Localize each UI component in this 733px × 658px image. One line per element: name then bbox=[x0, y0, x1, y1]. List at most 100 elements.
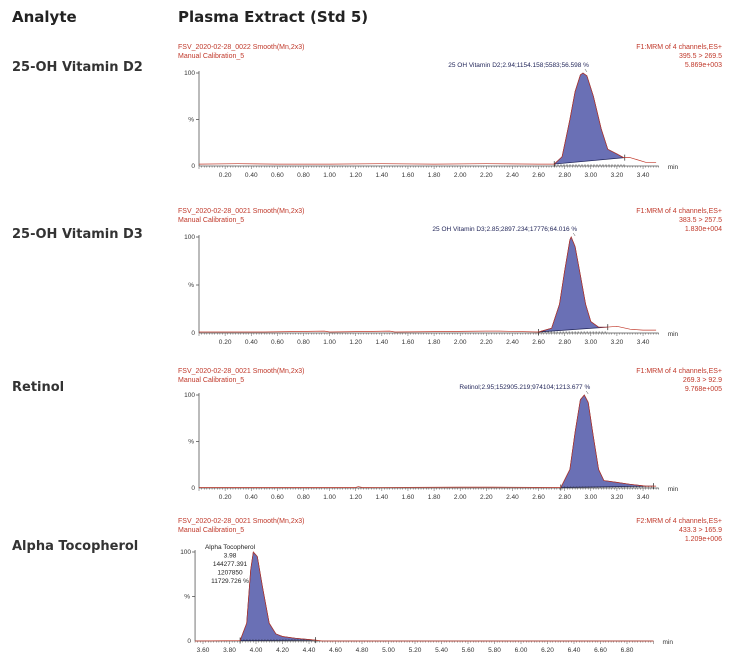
x-tick-label: 2.40 bbox=[506, 494, 519, 501]
x-tick-label: 5.80 bbox=[488, 647, 501, 654]
x-tick-label: 6.40 bbox=[568, 647, 581, 654]
x-axis-label: min bbox=[663, 639, 674, 646]
channel-info: 395.5 > 269.5 bbox=[679, 53, 722, 60]
x-tick-label: 0.20 bbox=[219, 494, 232, 501]
calibration-label: Manual Calibration_5 bbox=[178, 53, 244, 60]
x-tick-label: 3.40 bbox=[637, 494, 650, 501]
plasma-extract-column-header: Plasma Extract (Std 5) bbox=[178, 8, 369, 26]
x-tick-label: 1.60 bbox=[402, 494, 415, 501]
x-tick-label: 0.40 bbox=[245, 172, 258, 179]
x-tick-label: 2.60 bbox=[532, 172, 545, 179]
x-tick-label: 3.60 bbox=[197, 647, 210, 654]
x-tick-label: 1.60 bbox=[402, 339, 415, 346]
analyte-column-header: Analyte bbox=[12, 8, 77, 26]
x-tick-label: 1.40 bbox=[376, 339, 389, 346]
channel-info: F1:MRM of 4 channels,ES+ bbox=[636, 368, 722, 375]
x-tick-label: 1.80 bbox=[428, 172, 441, 179]
x-tick-label: 1.40 bbox=[376, 494, 389, 501]
x-tick-label: 0.80 bbox=[297, 494, 310, 501]
channel-info: 5.869e+003 bbox=[685, 62, 722, 69]
analyte-label-vitamin-d2: 25-OH Vitamin D2 bbox=[12, 60, 143, 75]
peak-label: Retinol;2.95;152905.219;974104;1213.677 … bbox=[459, 384, 590, 391]
analyte-label-vitamin-d3: 25-OH Vitamin D3 bbox=[12, 227, 143, 242]
y-tick-label: 0 bbox=[191, 163, 195, 170]
channel-info: 1.830e+004 bbox=[685, 226, 722, 233]
file-label: FSV_2020-02-28_0021 Smooth(Mn,2x3) bbox=[178, 518, 304, 525]
analyte-label-alpha-tocopherol: Alpha Tocopherol bbox=[12, 539, 139, 554]
peak-label: 3.98 bbox=[224, 553, 237, 560]
x-tick-label: 0.80 bbox=[297, 172, 310, 179]
chromatogram-trace bbox=[198, 72, 657, 165]
x-tick-label: 1.80 bbox=[428, 494, 441, 501]
peak-label: 144277.391 bbox=[213, 561, 248, 568]
y-tick-label: 0 bbox=[191, 330, 195, 337]
x-tick-label: 3.00 bbox=[584, 339, 597, 346]
channel-info: 9.768e+005 bbox=[685, 386, 722, 393]
peak-label: 1207850 bbox=[217, 570, 243, 577]
x-tick-label: 0.60 bbox=[271, 494, 284, 501]
x-tick-label: 2.20 bbox=[480, 494, 493, 501]
x-tick-label: 6.80 bbox=[621, 647, 634, 654]
x-tick-label: 2.80 bbox=[558, 494, 571, 501]
x-tick-label: 3.00 bbox=[584, 494, 597, 501]
y-tick-label: 100 bbox=[184, 70, 195, 77]
x-tick-label: 1.40 bbox=[376, 172, 389, 179]
peak-label: 25 OH Vitamin D3;2.85;2897.234;17776;64.… bbox=[432, 226, 577, 233]
y-axis-label: % bbox=[188, 439, 194, 446]
x-tick-label: 0.40 bbox=[245, 339, 258, 346]
x-tick-label: 1.20 bbox=[349, 339, 362, 346]
x-tick-label: 3.20 bbox=[611, 172, 624, 179]
x-tick-label: 0.20 bbox=[219, 339, 232, 346]
x-tick-label: 0.20 bbox=[219, 172, 232, 179]
x-tick-label: 1.00 bbox=[323, 339, 336, 346]
x-tick-label: 2.60 bbox=[532, 339, 545, 346]
x-tick-label: 4.60 bbox=[329, 647, 342, 654]
x-tick-label: 1.60 bbox=[402, 172, 415, 179]
x-tick-label: 1.20 bbox=[349, 172, 362, 179]
y-tick-label: 100 bbox=[184, 234, 195, 241]
x-tick-label: 2.40 bbox=[506, 339, 519, 346]
channel-info: 383.5 > 257.5 bbox=[679, 217, 722, 224]
x-axis-label: min bbox=[668, 486, 679, 493]
x-tick-label: 5.20 bbox=[409, 647, 422, 654]
x-tick-label: 4.20 bbox=[276, 647, 289, 654]
analyte-label-retinol: Retinol bbox=[12, 380, 65, 395]
x-tick-label: 3.00 bbox=[584, 172, 597, 179]
x-tick-label: 3.40 bbox=[637, 339, 650, 346]
file-label: FSV_2020-02-28_0021 Smooth(Mn,2x3) bbox=[178, 208, 304, 215]
x-tick-label: 2.20 bbox=[480, 339, 493, 346]
x-tick-label: 2.00 bbox=[454, 172, 467, 179]
y-axis-label: % bbox=[188, 117, 194, 124]
x-tick-label: 0.60 bbox=[271, 172, 284, 179]
x-tick-label: 4.40 bbox=[303, 647, 316, 654]
integrated-peak-area bbox=[560, 394, 654, 488]
x-tick-label: 2.40 bbox=[506, 172, 519, 179]
chromatogram-trace bbox=[194, 551, 654, 642]
peak-label: 11729.726 % bbox=[211, 578, 249, 585]
x-tick-label: 0.80 bbox=[297, 339, 310, 346]
channel-info: F1:MRM of 4 channels,ES+ bbox=[636, 208, 722, 215]
file-label: FSV_2020-02-28_0021 Smooth(Mn,2x3) bbox=[178, 368, 304, 375]
calibration-label: Manual Calibration_5 bbox=[178, 377, 244, 384]
peak-label: 25 OH Vitamin D2;2.94;1154.158;5583;56.5… bbox=[448, 62, 589, 69]
x-axis-label: min bbox=[668, 164, 679, 171]
x-tick-label: 4.80 bbox=[356, 647, 369, 654]
x-tick-label: 6.00 bbox=[515, 647, 528, 654]
channel-info: 433.3 > 165.9 bbox=[679, 527, 722, 534]
file-label: FSV_2020-02-28_0022 Smooth(Mn,2x3) bbox=[178, 44, 304, 51]
x-tick-label: 0.40 bbox=[245, 494, 258, 501]
x-tick-label: 3.20 bbox=[611, 494, 624, 501]
peak-label-leader bbox=[584, 68, 588, 73]
x-tick-label: 5.40 bbox=[435, 647, 448, 654]
x-tick-label: 3.40 bbox=[637, 172, 650, 179]
channel-info: F1:MRM of 4 channels,ES+ bbox=[636, 44, 722, 51]
x-tick-label: 2.80 bbox=[558, 339, 571, 346]
x-tick-label: 3.20 bbox=[611, 339, 624, 346]
peak-label: Alpha Tocopherol bbox=[205, 544, 256, 551]
x-tick-label: 6.60 bbox=[594, 647, 607, 654]
x-tick-label: 2.00 bbox=[454, 494, 467, 501]
x-tick-label: 6.20 bbox=[541, 647, 554, 654]
channel-info: F2:MRM of 4 channels,ES+ bbox=[636, 518, 722, 525]
x-tick-label: 5.60 bbox=[462, 647, 475, 654]
